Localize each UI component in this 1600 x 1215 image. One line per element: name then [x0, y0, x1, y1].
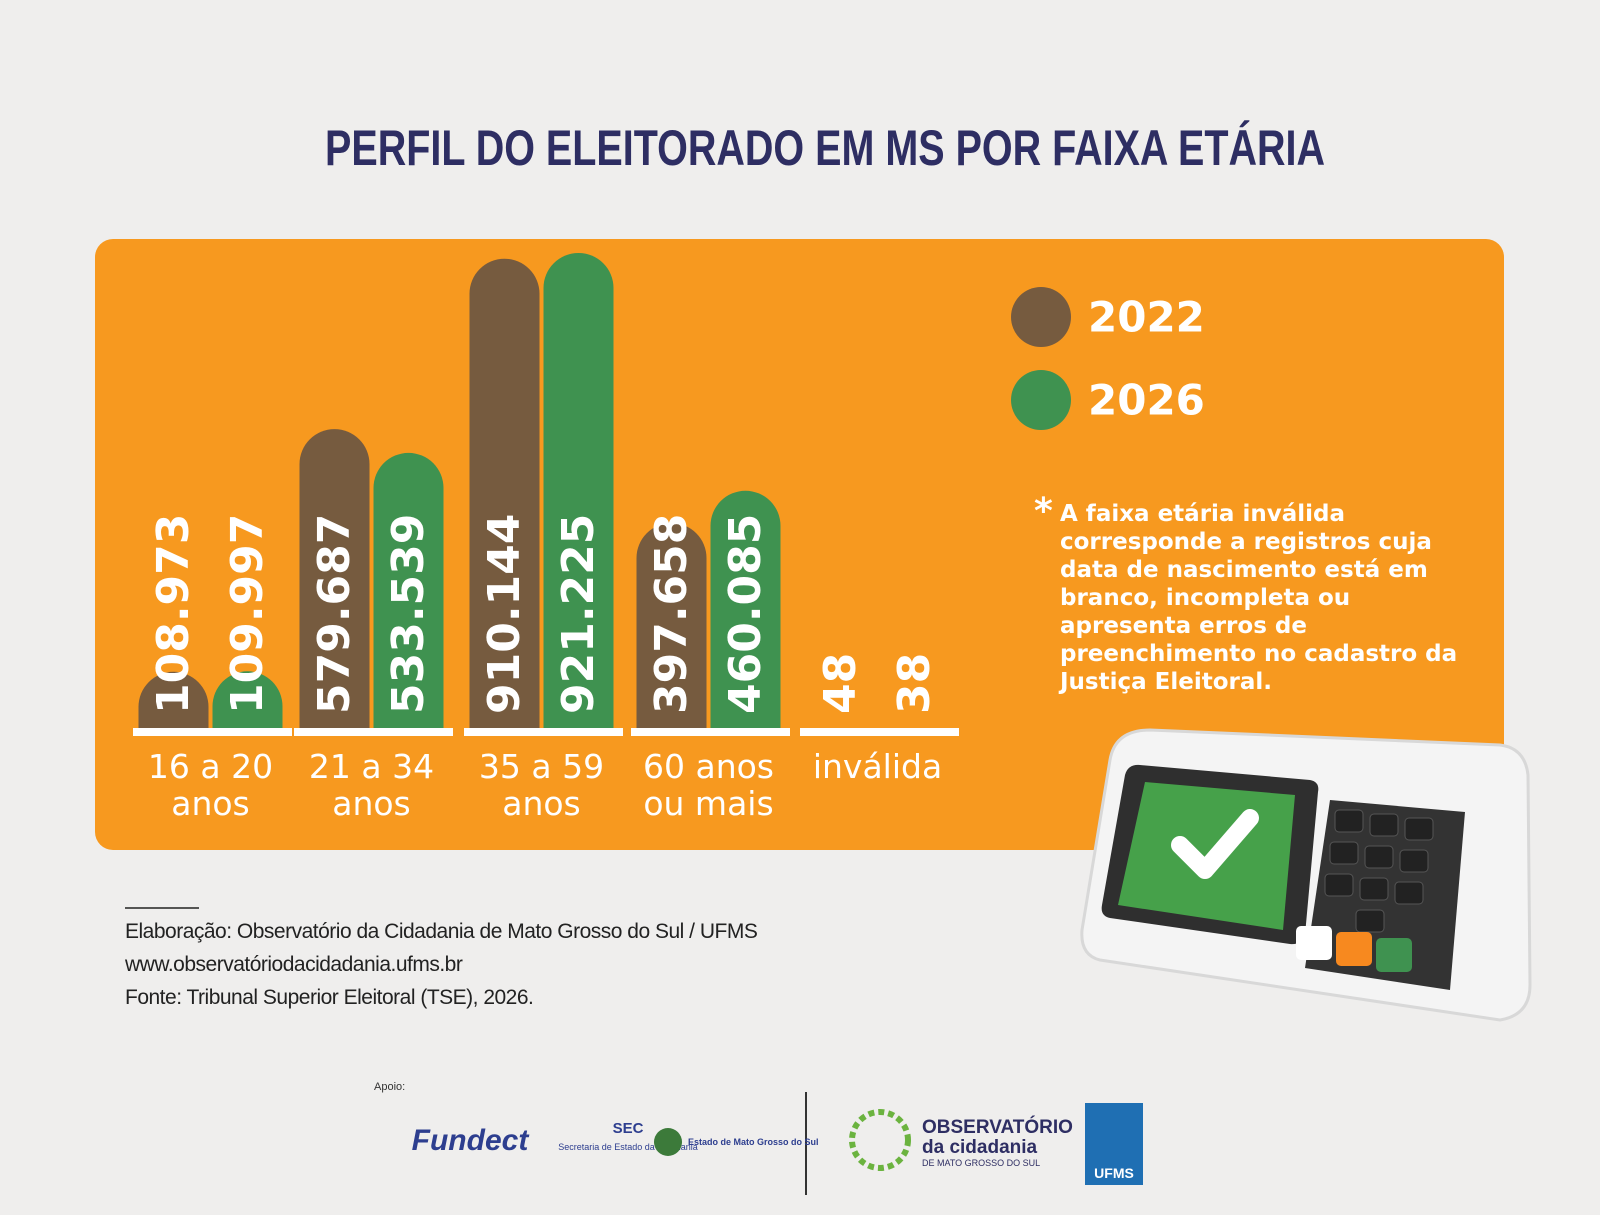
footer-line: Elaboração: Observatório da Cidadania de…	[125, 920, 758, 943]
x-tick-label: 60 anos ou mais	[642, 747, 774, 823]
bar	[299, 429, 370, 728]
value-label: 533.539	[383, 514, 434, 714]
note-text: A faixa etária inválida corresponde a re…	[1060, 501, 1458, 695]
legend-swatch	[1011, 370, 1071, 430]
value-label: 460.085	[720, 514, 771, 714]
observatorio-emblem	[849, 1109, 911, 1171]
x-tick-label: 21 a 34 anos	[308, 747, 435, 823]
support-label: Apoio:	[374, 1081, 405, 1093]
fundect-logo: Fundect	[412, 1124, 531, 1157]
x-tick-label: inválida	[812, 747, 943, 786]
legend-swatch	[1011, 287, 1071, 347]
value-label: 579.687	[309, 514, 360, 714]
footer-line: Fonte: Tribunal Superior Eleitoral (TSE)…	[125, 986, 534, 1009]
value-label: 910.144	[479, 514, 530, 714]
observatorio-place: DE MATO GROSSO DO SUL	[922, 1158, 1040, 1168]
value-label: 397.658	[646, 514, 697, 714]
ufms-emblem	[1085, 1103, 1143, 1185]
state-emblem	[654, 1128, 682, 1156]
baseline	[133, 728, 292, 736]
x-tick-label: 16 a 20 anos	[147, 747, 274, 823]
note-marker: *	[1034, 491, 1053, 532]
value-label: 921.225	[553, 514, 604, 714]
bar	[710, 490, 781, 728]
sec-name: Secretaria de Estado da Cidadania	[558, 1142, 698, 1152]
baseline	[464, 728, 623, 736]
x-tick-label: 35 a 59 anos	[478, 747, 605, 823]
chart-title: PERFIL DO ELEITORADO EM MS POR FAIXA ETÁ…	[325, 120, 1325, 176]
state-name: Estado de Mato Grosso do Sul	[688, 1137, 819, 1147]
legend-label: 2026	[1088, 376, 1205, 425]
value-label: 48	[815, 653, 866, 714]
panel	[95, 239, 1504, 850]
bar	[543, 253, 614, 729]
voting-machine	[1080, 728, 1532, 1022]
value-label: 109.997	[222, 514, 273, 714]
baseline	[800, 728, 959, 736]
bar	[469, 258, 540, 728]
observatorio-sub: da cidadania	[922, 1137, 1038, 1158]
footer-line: www.observatóriodacidadania.ufms.br	[125, 953, 463, 976]
value-label: 38	[889, 653, 940, 714]
bar	[373, 452, 444, 728]
legend-label: 2022	[1088, 293, 1205, 342]
observatorio-logo: OBSERVATÓRIO	[922, 1116, 1073, 1138]
baseline	[631, 728, 790, 736]
baseline	[294, 728, 453, 736]
bar	[138, 671, 209, 728]
note: * A faixa etária inválida corresponde a r…	[1034, 494, 1480, 696]
sec-logo: SEC	[613, 1120, 644, 1137]
bar	[636, 522, 707, 728]
ufms-logo: UFMS	[1094, 1165, 1134, 1181]
bar	[212, 671, 283, 728]
value-label: 108.973	[148, 514, 199, 714]
